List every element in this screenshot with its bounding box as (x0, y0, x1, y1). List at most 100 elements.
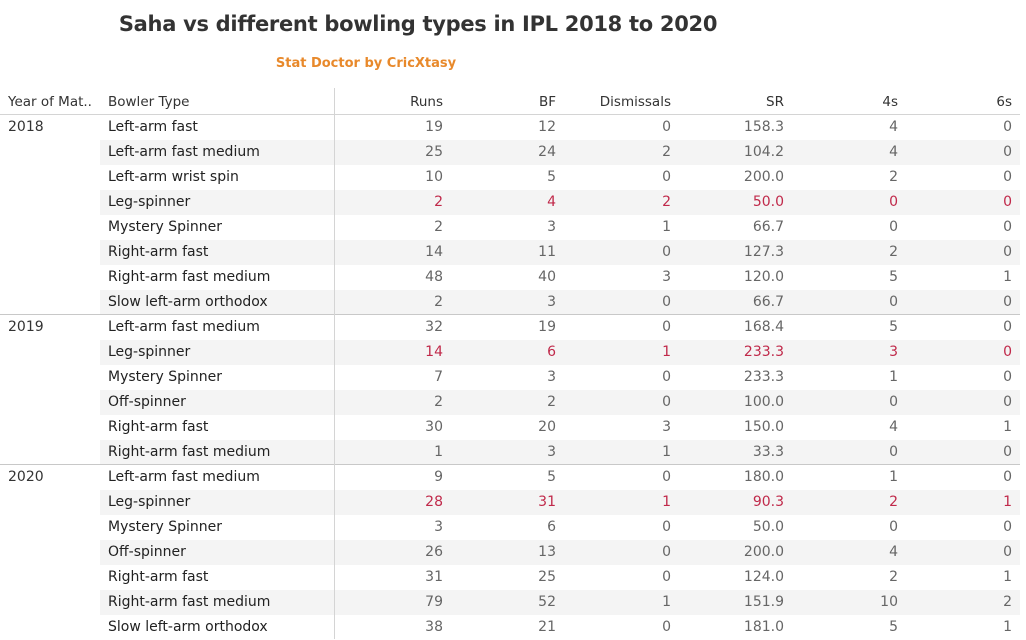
dismissals-cell: 0 (662, 119, 671, 135)
table-row[interactable]: Right-arm fast 31 25 0 124.0 2 1 (0, 565, 1020, 590)
table-row[interactable]: Leg-spinner 2 4 2 50.0 0 0 (0, 190, 1020, 215)
header-6s[interactable]: 6s (996, 94, 1012, 110)
table-row[interactable]: Left-arm wrist spin 10 5 0 200.0 2 0 (0, 165, 1020, 190)
table-row[interactable]: Slow left-arm orthodox 38 21 0 181.0 5 1 (0, 615, 1020, 640)
6s-cell: 0 (1003, 444, 1012, 460)
dismissals-cell: 0 (662, 319, 671, 335)
bowler-type-cell: Right-arm fast (108, 569, 209, 585)
runs-cell: 14 (425, 344, 443, 360)
sr-cell: 181.0 (743, 619, 784, 635)
4s-cell: 0 (889, 394, 898, 410)
table-row[interactable]: Leg-spinner 14 6 1 233.3 3 0 (0, 340, 1020, 365)
6s-cell: 0 (1003, 244, 1012, 260)
bf-cell: 4 (547, 194, 556, 210)
6s-cell: 0 (1003, 169, 1012, 185)
runs-cell: 19 (425, 119, 443, 135)
table-row[interactable]: Left-arm fast medium 25 24 2 104.2 4 0 (0, 140, 1020, 165)
bowler-type-cell: Leg-spinner (108, 194, 191, 210)
6s-cell: 0 (1003, 369, 1012, 385)
runs-cell: 2 (434, 294, 443, 310)
table-row[interactable]: Off-spinner 26 13 0 200.0 4 0 (0, 540, 1020, 565)
table-row[interactable]: Right-arm fast medium 48 40 3 120.0 5 1 (0, 265, 1020, 290)
row-band (100, 440, 1020, 465)
table-row[interactable]: Mystery Spinner 2 3 1 66.7 0 0 (0, 215, 1020, 240)
table-row[interactable]: Right-arm fast 30 20 3 150.0 4 1 (0, 415, 1020, 440)
dismissals-cell: 0 (662, 619, 671, 635)
4s-cell: 5 (889, 619, 898, 635)
bowler-type-cell: Left-arm fast medium (108, 144, 260, 160)
header-sr[interactable]: SR (766, 94, 784, 110)
sr-cell: 127.3 (743, 244, 784, 260)
header-year[interactable]: Year of Mat.. (8, 94, 92, 110)
bf-cell: 24 (538, 144, 556, 160)
dismissals-cell: 0 (662, 569, 671, 585)
table-row[interactable]: Off-spinner 2 2 0 100.0 0 0 (0, 390, 1020, 415)
dismissals-cell: 0 (662, 394, 671, 410)
table-row[interactable]: Mystery Spinner 3 6 0 50.0 0 0 (0, 515, 1020, 540)
4s-cell: 2 (889, 569, 898, 585)
dismissals-cell: 1 (662, 219, 671, 235)
bf-cell: 2 (547, 394, 556, 410)
6s-cell: 0 (1003, 394, 1012, 410)
row-band (100, 140, 1020, 165)
year-cell: 2019 (8, 319, 44, 335)
table-row[interactable]: Right-arm fast medium 1 3 1 33.3 0 0 (0, 440, 1020, 465)
6s-cell: 0 (1003, 119, 1012, 135)
header-dismissals[interactable]: Dismissals (599, 94, 671, 110)
dismissals-cell: 0 (662, 469, 671, 485)
row-band (100, 390, 1020, 415)
sr-cell: 50.0 (752, 194, 784, 210)
6s-cell: 1 (1003, 494, 1012, 510)
bowler-type-cell: Left-arm fast medium (108, 319, 260, 335)
table-row[interactable]: Slow left-arm orthodox 2 3 0 66.7 0 0 (0, 290, 1020, 315)
4s-cell: 0 (889, 219, 898, 235)
table-row[interactable]: 2019 Left-arm fast medium 32 19 0 168.4 5 0 (0, 315, 1020, 340)
table-row[interactable]: Leg-spinner 28 31 1 90.3 2 1 (0, 490, 1020, 515)
runs-cell: 31 (425, 569, 443, 585)
runs-cell: 1 (434, 444, 443, 460)
row-band (100, 240, 1020, 265)
runs-cell: 9 (434, 469, 443, 485)
runs-cell: 3 (434, 519, 443, 535)
table-row[interactable]: Right-arm fast 14 11 0 127.3 2 0 (0, 240, 1020, 265)
group-divider (0, 464, 1020, 465)
6s-cell: 0 (1003, 219, 1012, 235)
bowler-type-cell: Right-arm fast (108, 244, 209, 260)
dismissals-cell: 1 (662, 344, 671, 360)
runs-cell: 7 (434, 369, 443, 385)
sr-cell: 124.0 (743, 569, 784, 585)
header-bf[interactable]: BF (538, 94, 556, 110)
4s-cell: 4 (889, 119, 898, 135)
row-band (100, 290, 1020, 315)
6s-cell: 0 (1003, 544, 1012, 560)
runs-cell: 26 (425, 544, 443, 560)
bowler-type-cell: Leg-spinner (108, 494, 191, 510)
4s-cell: 1 (889, 369, 898, 385)
bowler-type-cell: Mystery Spinner (108, 219, 223, 235)
runs-cell: 14 (425, 244, 443, 260)
row-band (100, 590, 1020, 615)
bowler-type-cell: Left-arm fast (108, 119, 198, 135)
bf-cell: 6 (547, 519, 556, 535)
6s-cell: 1 (1003, 569, 1012, 585)
table-row[interactable]: Mystery Spinner 7 3 0 233.3 1 0 (0, 365, 1020, 390)
bowler-type-cell: Left-arm fast medium (108, 469, 260, 485)
table-row[interactable]: Right-arm fast medium 79 52 1 151.9 10 2 (0, 590, 1020, 615)
6s-cell: 0 (1003, 294, 1012, 310)
bf-cell: 40 (538, 269, 556, 285)
4s-cell: 5 (889, 319, 898, 335)
table-row[interactable]: 2018 Left-arm fast 19 12 0 158.3 4 0 (0, 115, 1020, 140)
4s-cell: 0 (889, 194, 898, 210)
header-bowler-type[interactable]: Bowler Type (108, 94, 190, 110)
table-row[interactable]: 2020 Left-arm fast medium 9 5 0 180.0 1 0 (0, 465, 1020, 490)
6s-cell: 1 (1003, 419, 1012, 435)
dismissals-cell: 0 (662, 294, 671, 310)
bowler-type-cell: Left-arm wrist spin (108, 169, 239, 185)
header-runs[interactable]: Runs (410, 94, 443, 110)
sr-cell: 158.3 (743, 119, 784, 135)
dismissals-cell: 0 (662, 244, 671, 260)
6s-cell: 0 (1003, 144, 1012, 160)
6s-cell: 2 (1003, 594, 1012, 610)
header-4s[interactable]: 4s (882, 94, 898, 110)
runs-cell: 48 (425, 269, 443, 285)
